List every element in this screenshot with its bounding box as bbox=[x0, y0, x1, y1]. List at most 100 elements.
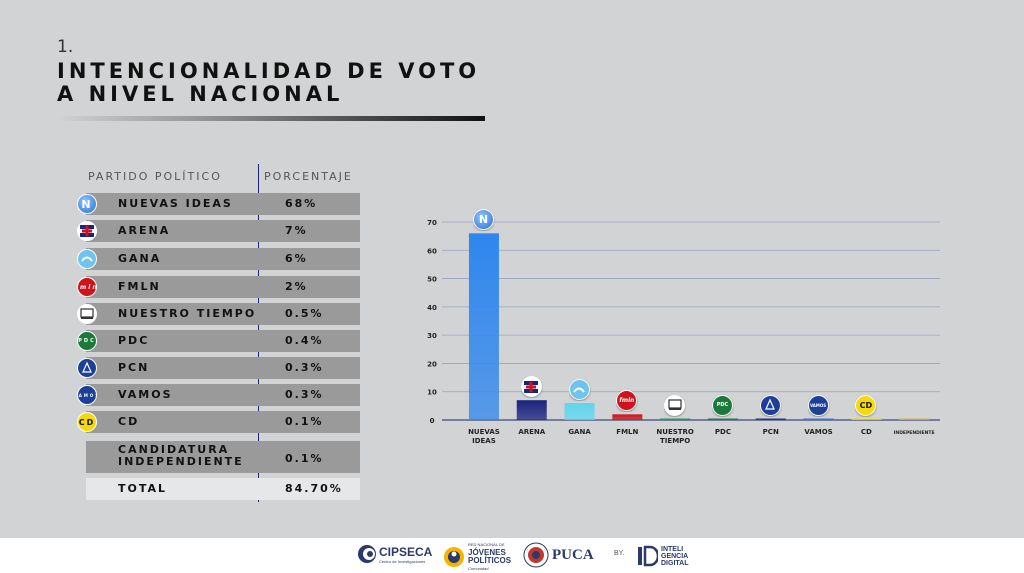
x-tick-label: PDC bbox=[715, 428, 731, 436]
jovenes-politicos-icon bbox=[444, 547, 464, 567]
party-name: NUEVAS IDEAS bbox=[118, 197, 233, 210]
bar-party-logo bbox=[568, 379, 590, 401]
jovenes-politicos-logo: RED NACIONAL DE JÓVENES POLÍTICOS Comuni… bbox=[443, 541, 511, 573]
party-logo-icon bbox=[77, 221, 97, 241]
independent-label-line-1: CANDIDATURA bbox=[118, 443, 230, 456]
x-tick-label: GANA bbox=[568, 428, 591, 436]
bar-party-logo bbox=[520, 376, 542, 398]
party-logo-icon: CD bbox=[77, 412, 97, 432]
by-label: BY. bbox=[614, 550, 624, 557]
puca-icon bbox=[523, 542, 549, 568]
bar bbox=[468, 233, 499, 420]
title-line-2: A NIVEL NACIONAL bbox=[57, 82, 344, 106]
party-logo-icon: fmln bbox=[77, 277, 97, 297]
y-tick-label: 60 bbox=[427, 247, 437, 255]
inteli-text-3: DIGITAL bbox=[661, 559, 689, 567]
party-name: ARENA bbox=[118, 224, 171, 237]
table-row: ARENA 7% bbox=[77, 220, 360, 242]
title-line-1: INTENCIONALIDAD DE VOTO bbox=[57, 59, 481, 83]
by-text: BY. bbox=[614, 550, 625, 557]
party-name: NUESTRO TIEMPO bbox=[118, 307, 257, 320]
party-logo-icon: VAMOS bbox=[77, 385, 97, 405]
x-tick-label: FMLN bbox=[616, 428, 638, 436]
table-row: NUESTRO TIEMPO 0.5% bbox=[77, 303, 360, 325]
y-tick-label: 20 bbox=[427, 360, 437, 368]
party-percentage: 0.3% bbox=[285, 388, 324, 401]
party-percentage: 7% bbox=[285, 224, 308, 237]
cipseca-subtitle: Centro de Investigaciones bbox=[379, 558, 426, 564]
party-name: CD bbox=[118, 415, 140, 428]
jovenes-top-text: RED NACIONAL DE bbox=[468, 542, 505, 547]
party-percentage: 6% bbox=[285, 252, 308, 265]
bar-party-logo: CD bbox=[855, 394, 877, 416]
party-percentage: 2% bbox=[285, 280, 308, 293]
total-percentage: 84.70% bbox=[285, 482, 343, 495]
bar-party-logo bbox=[759, 394, 781, 416]
table-row: VAMOS VAMOS 0.3% bbox=[77, 384, 360, 406]
party-logo-icon: PDC bbox=[77, 331, 97, 351]
bar bbox=[803, 418, 834, 420]
table-row-independent: CANDIDATURA INDEPENDIENTE 0.1% bbox=[86, 441, 360, 473]
inteli-text-1: INTELI bbox=[661, 545, 684, 553]
inteli-text-2: GENCIA bbox=[661, 552, 689, 560]
bar-party-logo: N bbox=[472, 209, 494, 231]
bar-party-logo: PDC bbox=[711, 394, 733, 416]
x-tick-label: NUESTRO bbox=[656, 428, 694, 436]
jovenes-subtitle: Comunidad bbox=[468, 566, 489, 571]
table-row-total: TOTAL 84.70% bbox=[86, 478, 360, 500]
bar bbox=[851, 418, 882, 420]
section-number: 1. bbox=[57, 37, 74, 57]
x-tick-label: CD bbox=[861, 428, 872, 436]
column-header-percentage: PORCENTAJE bbox=[264, 170, 353, 183]
y-tick-label: 10 bbox=[427, 389, 437, 397]
party-logo-icon bbox=[77, 358, 97, 378]
bar-party-logo: fmln bbox=[616, 390, 638, 412]
table-row: N NUEVAS IDEAS 68% bbox=[77, 193, 360, 215]
bar-party-logo bbox=[664, 394, 686, 416]
inteligencia-digital-icon bbox=[638, 545, 658, 567]
cipseca-name: CIPSECA bbox=[379, 544, 433, 559]
x-tick-label: PCN bbox=[763, 428, 779, 436]
inteligencia-digital-logo: INTELI GENCIA DIGITAL bbox=[636, 545, 688, 567]
slide-background: 1. INTENCIONALIDAD DE VOTO A NIVEL NACIO… bbox=[0, 0, 1024, 538]
party-name: VAMOS bbox=[118, 388, 173, 401]
puca-logo: PUCA bbox=[523, 542, 594, 568]
party-logo-icon bbox=[77, 249, 97, 269]
table-row: GANA 6% bbox=[77, 248, 360, 270]
bar-party-logo: VAMOS bbox=[807, 394, 829, 416]
party-logo-icon: N bbox=[77, 194, 97, 214]
party-name: GANA bbox=[118, 252, 162, 265]
bar bbox=[516, 400, 547, 420]
independent-percentage: 0.1% bbox=[285, 452, 324, 465]
table-row: fmln FMLN 2% bbox=[77, 276, 360, 298]
jovenes-text: JÓVENES bbox=[468, 548, 506, 557]
party-logo-icon bbox=[77, 304, 97, 324]
bar bbox=[564, 403, 595, 420]
x-tick-label: ARENA bbox=[518, 428, 545, 436]
party-name: PCN bbox=[118, 361, 150, 374]
cipseca-icon bbox=[358, 545, 376, 563]
x-tick-label: INDEPENDIENTE bbox=[894, 430, 935, 436]
bar bbox=[660, 418, 691, 420]
x-tick-label: TIEMPO bbox=[660, 437, 690, 445]
table-row: PCN 0.3% bbox=[77, 357, 360, 379]
y-tick-label: 30 bbox=[427, 332, 437, 340]
bar bbox=[612, 414, 643, 420]
puca-name: PUCA bbox=[552, 546, 594, 563]
cipseca-logo: CIPSECA Centro de Investigaciones bbox=[357, 544, 432, 564]
column-header-party: PARTIDO POLÍTICO bbox=[88, 170, 222, 183]
party-percentage: 0.4% bbox=[285, 334, 324, 347]
party-percentage: 68% bbox=[285, 197, 318, 210]
x-tick-label: NUEVAS bbox=[468, 428, 500, 436]
independent-label-line-2: INDEPENDIENTE bbox=[118, 455, 244, 468]
party-percentage: 0.3% bbox=[285, 361, 324, 374]
independent-label: CANDIDATURA INDEPENDIENTE bbox=[118, 444, 244, 468]
y-tick-label: 40 bbox=[427, 304, 437, 312]
title-underline bbox=[57, 116, 485, 121]
bar bbox=[899, 418, 930, 420]
page-title: INTENCIONALIDAD DE VOTO A NIVEL NACIONAL bbox=[57, 60, 480, 106]
x-tick-label: VAMOS bbox=[804, 428, 832, 436]
x-tick-label: IDEAS bbox=[472, 437, 496, 445]
politicos-text: POLÍTICOS bbox=[468, 556, 512, 565]
